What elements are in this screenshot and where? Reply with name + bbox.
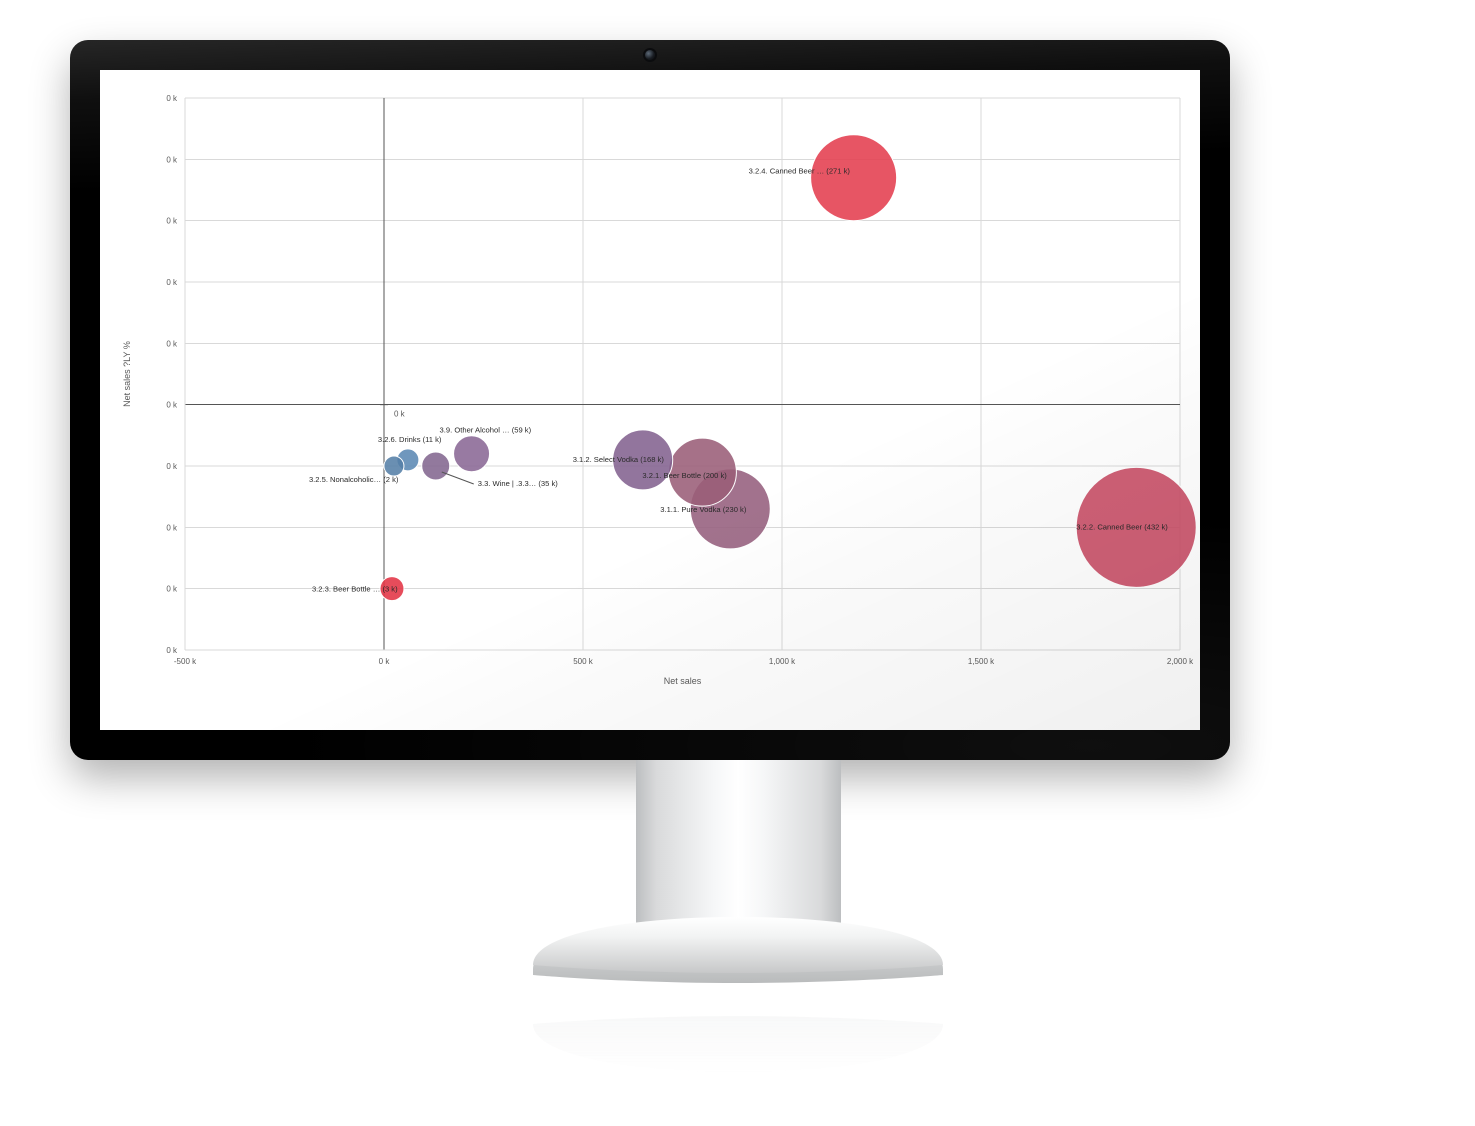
y-tick-label: 0 k bbox=[166, 401, 178, 410]
monitor-bezel: -500 k 0 k 500 k 1,000 k 1,500 k 2,000 k 0 k 0 … bbox=[70, 40, 1230, 760]
y-tick-label: 0 k bbox=[166, 646, 178, 655]
bubble-3.9[interactable] bbox=[454, 436, 490, 472]
origin-label: 0 k bbox=[394, 410, 406, 419]
bubble-label-3.1.1: 3.1.1. Pure Vodka (230 k) bbox=[660, 505, 747, 514]
y-tick-label: 0 k bbox=[166, 523, 178, 532]
bubble-label-3.2.6: 3.2.6. Drinks (11 k) bbox=[378, 435, 442, 444]
y-axis-title: Net sales ?LY % bbox=[122, 341, 132, 407]
x-tick-label: 500 k bbox=[573, 657, 594, 666]
y-tick-label: 0 k bbox=[166, 462, 178, 471]
y-tick-label: 0 k bbox=[166, 278, 178, 287]
bubble-chart: -500 k 0 k 500 k 1,000 k 1,500 k 2,000 k 0 k 0 … bbox=[100, 70, 1200, 730]
bubble-label-3.3: 3.3. Wine | .3.3… (35 k) bbox=[478, 479, 559, 488]
x-tick-label: 1,500 k bbox=[968, 657, 995, 666]
webcam-icon bbox=[645, 50, 655, 60]
bubble-label-3.1.2: 3.1.2. Select Vodka (168 k) bbox=[573, 455, 665, 464]
screen: -500 k 0 k 500 k 1,000 k 1,500 k 2,000 k 0 k 0 … bbox=[100, 70, 1200, 730]
y-tick-label: 0 k bbox=[166, 585, 178, 594]
bubble-label-3.2.5: 3.2.5. Nonalcoholic… (2 k) bbox=[309, 475, 399, 484]
x-tick-label: -500 k bbox=[174, 657, 197, 666]
monitor-stand-base bbox=[523, 915, 953, 985]
x-axis-title: Net sales bbox=[664, 676, 702, 686]
bubble-3.3[interactable] bbox=[422, 452, 450, 480]
bubble-label-3.2.4: 3.2.4. Canned Beer … (271 k) bbox=[749, 167, 851, 176]
monitor-reflection bbox=[523, 984, 953, 1074]
x-tick-label: 2,000 k bbox=[1167, 657, 1194, 666]
bubble-label-3.9: 3.9. Other Alcohol … (59 k) bbox=[440, 426, 532, 435]
y-tick-label: 0 k bbox=[166, 339, 178, 348]
bubble-3.2.5[interactable] bbox=[384, 456, 404, 476]
y-tick-label: 0 k bbox=[166, 94, 178, 103]
monitor-stand-neck bbox=[636, 760, 841, 935]
bubble-3.2.4[interactable] bbox=[811, 135, 897, 221]
x-tick-label: 0 k bbox=[379, 657, 391, 666]
bubble-label-3.2.3: 3.2.3. Beer Bottle … (3 k) bbox=[312, 585, 398, 594]
bubble-label-3.2.2: 3.2.2. Canned Beer (432 k) bbox=[1076, 522, 1168, 531]
y-tick-label: 0 k bbox=[166, 217, 178, 226]
y-tick-label: 0 k bbox=[166, 155, 178, 164]
bubble-label-3.2.1: 3.2.1. Beer Bottle (200 k) bbox=[642, 471, 727, 480]
x-tick-label: 1,000 k bbox=[769, 657, 796, 666]
